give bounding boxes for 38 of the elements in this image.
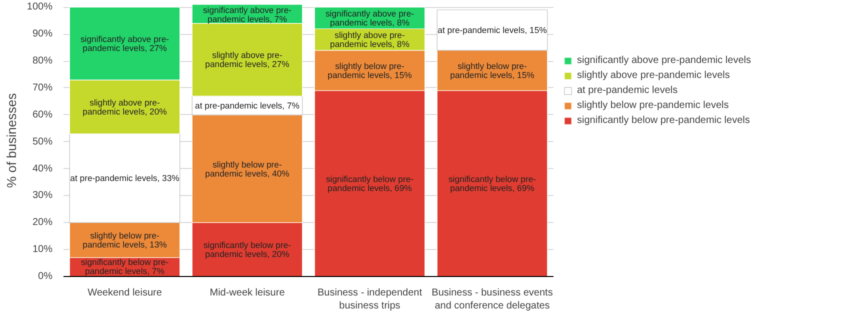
data-label: slightly below pre-pandemic levels, 13% bbox=[82, 230, 168, 250]
legend-label: significantly above pre-pandemic levels bbox=[577, 55, 751, 66]
data-label: significantly above pre-pandemic levels, 27% bbox=[80, 34, 170, 54]
y-tick-label: 40% bbox=[32, 163, 53, 174]
data-label: significantly below pre-pandemic levels, 20% bbox=[203, 240, 292, 260]
y-tick-label: 100% bbox=[26, 2, 53, 13]
x-tick-label: Weekend leisure bbox=[88, 288, 162, 298]
data-label: at pre-pandemic levels, 7% bbox=[195, 100, 300, 110]
y-tick-label: 20% bbox=[32, 217, 53, 228]
y-tick-label: 0% bbox=[38, 271, 53, 282]
legend-label: slightly above pre-pandemic levels bbox=[577, 70, 730, 81]
data-label: slightly below pre-pandemic levels, 40% bbox=[205, 159, 290, 178]
data-label: significantly below pre-pandemic levels, 69% bbox=[448, 174, 536, 194]
y-tick-label: 10% bbox=[32, 244, 53, 256]
data-label: slightly below pre-pandemic levels, 15% bbox=[450, 60, 535, 80]
data-label: significantly above pre-pandemic levels, 8% bbox=[325, 8, 414, 28]
y-tick-label: 60% bbox=[32, 109, 53, 120]
legend-label: slightly below pre-pandemic levels bbox=[577, 100, 729, 111]
y-axis-title: % of businesses bbox=[4, 92, 19, 188]
y-tick-label: 30% bbox=[32, 190, 53, 202]
data-label: significantly below pre-pandemic levels, 69% bbox=[326, 174, 414, 194]
data-label: at pre-pandemic levels, 33% bbox=[70, 173, 180, 184]
x-tick-label: Mid-week leisure bbox=[210, 288, 286, 298]
y-tick-label: 90% bbox=[32, 28, 53, 40]
data-label: at pre-pandemic levels, 15% bbox=[438, 25, 548, 36]
y-tick-label: 80% bbox=[32, 56, 53, 67]
data-label: slightly above pre-pandemic levels, 27% bbox=[205, 50, 290, 70]
legend-label: at pre-pandemic levels bbox=[577, 85, 678, 96]
data-label: significantly below pre-pandemic levels, 7% bbox=[80, 257, 169, 276]
data-label: slightly below pre-pandemic levels, 15% bbox=[328, 60, 412, 80]
x-tick-label: Business - independent business trips bbox=[317, 288, 422, 312]
data-label: significantly above pre-pandemic levels, 7% bbox=[202, 4, 292, 24]
data-label: slightly above pre-pandemic levels, 20% bbox=[82, 97, 168, 116]
legend-label: significantly below pre-pandemic levels bbox=[577, 115, 750, 126]
y-tick-label: 70% bbox=[32, 82, 53, 94]
y-tick-label: 50% bbox=[32, 136, 53, 148]
x-tick-label: Business - business events and conference delegates bbox=[432, 288, 553, 312]
data-label: slightly above pre-pandemic levels, 8% bbox=[330, 30, 410, 50]
